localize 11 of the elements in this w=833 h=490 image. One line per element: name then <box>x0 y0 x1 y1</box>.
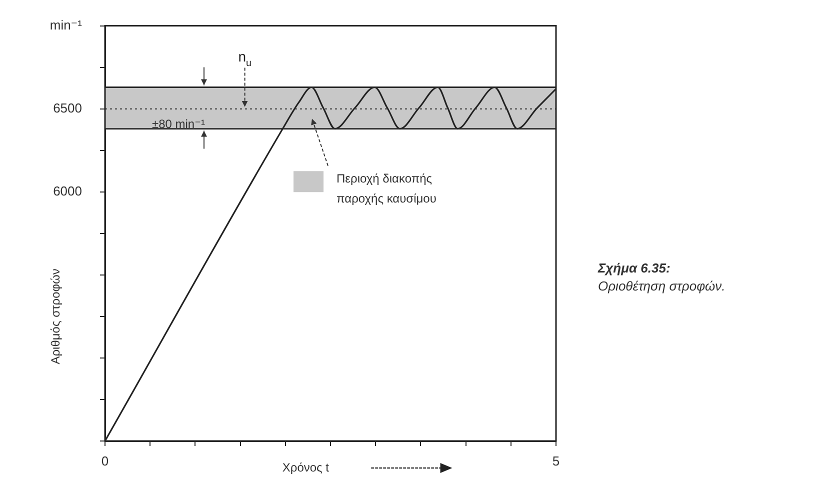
x-axis-title: Χρόνος t <box>282 460 330 474</box>
y-tick-label: 6000 <box>53 183 82 198</box>
legend-label: Περιοχή διακοπής παροχής καυσίμου <box>336 171 436 206</box>
text: Σχήμα 6.35: <box>597 260 670 276</box>
x-tick-label: 5 <box>552 453 560 468</box>
y-tick-label: 6500 <box>53 100 82 116</box>
annotation: ±80 min⁻¹ <box>152 117 205 132</box>
y-axis-title: Αριθμός στροφών <box>48 268 62 364</box>
y-tick-label: min⁻¹ <box>50 17 83 32</box>
x-tick-label: 0 <box>101 453 109 468</box>
text: Οριοθέτηση στροφών. <box>598 278 726 294</box>
